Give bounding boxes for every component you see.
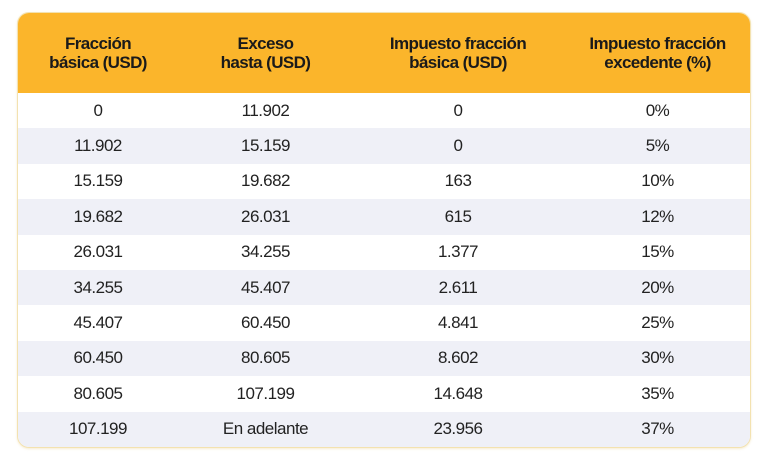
table-row: 80.605 107.199 14.648 35% (18, 376, 750, 411)
column-header-line: Impuesto fracción (389, 34, 527, 53)
table-row: 26.031 34.255 1.377 15% (18, 235, 750, 270)
table-cell: 163 (444, 171, 472, 191)
tax-bracket-table: Fracción básica (USD) Exceso hasta (USD) Imp… (18, 13, 750, 447)
table-cell: 15% (641, 242, 674, 262)
table-cell: 107.199 (236, 383, 295, 403)
table-row: 11.902 15.159 0 5% (18, 128, 750, 164)
column-header: Impuesto fracción excedente (%) (563, 13, 750, 93)
table-cell: 1.377 (437, 242, 479, 262)
table-row: 0 11.902 0 0% (18, 93, 750, 128)
table-cell: 20% (563, 269, 750, 306)
column-header-line: Impuesto fracción (589, 34, 726, 53)
table-cell: 26.031 (178, 199, 353, 235)
table-cell: 37% (563, 411, 750, 447)
table-cell: 0 (453, 100, 463, 120)
table-cell: 80.605 (178, 340, 353, 377)
column-header-line: Exceso (237, 34, 295, 53)
column-header: Impuesto fracción básica (USD) (353, 13, 563, 93)
table-row: 107.199 En adelante 23.956 37% (18, 411, 750, 447)
table-cell: 11.902 (241, 100, 290, 120)
table-cell: 19.682 (18, 199, 178, 235)
table-cell: 26.031 (73, 242, 124, 262)
table-cell: 45.407 (178, 269, 353, 306)
table-cell: 15.159 (73, 171, 124, 191)
table-cell: 30% (563, 340, 750, 377)
column-header-line: básica (USD) (49, 53, 147, 72)
table-cell: 45.407 (73, 313, 124, 333)
column-header: Fracción básica (USD) (18, 13, 178, 93)
table-row: 34.255 45.407 2.611 20% (18, 269, 750, 306)
table-row: 60.450 80.605 8.602 30% (18, 340, 750, 377)
table-cell: 80.605 (73, 383, 124, 403)
table-row: 19.682 26.031 615 12% (18, 199, 750, 235)
table-cell: 12% (563, 199, 750, 235)
column-header-line: Fracción (64, 34, 132, 53)
table-cell: 10% (641, 171, 674, 191)
table-cell: En adelante (178, 411, 353, 447)
table-cell: 23.956 (353, 411, 563, 447)
column-header-line: excedente (%) (604, 53, 711, 72)
table-cell: 19.682 (241, 171, 291, 191)
column-header-line: hasta (USD) (220, 53, 311, 72)
table-cell: 34.255 (18, 269, 178, 306)
table-cell: 15.159 (178, 128, 353, 164)
header-row: Fracción básica (USD) Exceso hasta (USD) Imp… (18, 13, 750, 93)
table-cell: 8.602 (353, 340, 563, 377)
table-cell: 0% (645, 100, 670, 120)
column-header-line: básica (USD) (409, 53, 507, 72)
tax-table-card: Fracción básica (USD) Exceso hasta (USD) Imp… (17, 12, 751, 448)
table-cell: 4.841 (437, 313, 479, 333)
table-cell: 14.648 (433, 383, 484, 403)
table-row: 15.159 19.682 163 10% (18, 164, 750, 199)
table-cell: 5% (563, 128, 750, 164)
table-cell: 35% (641, 383, 674, 403)
table-cell: 2.611 (353, 269, 563, 306)
table-cell: 34.255 (241, 242, 291, 262)
table-cell: 107.199 (18, 411, 178, 447)
table-cell: 60.450 (241, 313, 291, 333)
table-cell: 25% (641, 313, 674, 333)
table-cell: 0 (93, 100, 103, 120)
table-cell: 60.450 (18, 340, 178, 377)
table-cell: 0 (353, 128, 563, 164)
column-header: Exceso hasta (USD) (178, 13, 353, 93)
table-row: 45.407 60.450 4.841 25% (18, 305, 750, 340)
table-cell: 615 (353, 199, 563, 235)
table-cell: 11.902 (18, 128, 178, 164)
